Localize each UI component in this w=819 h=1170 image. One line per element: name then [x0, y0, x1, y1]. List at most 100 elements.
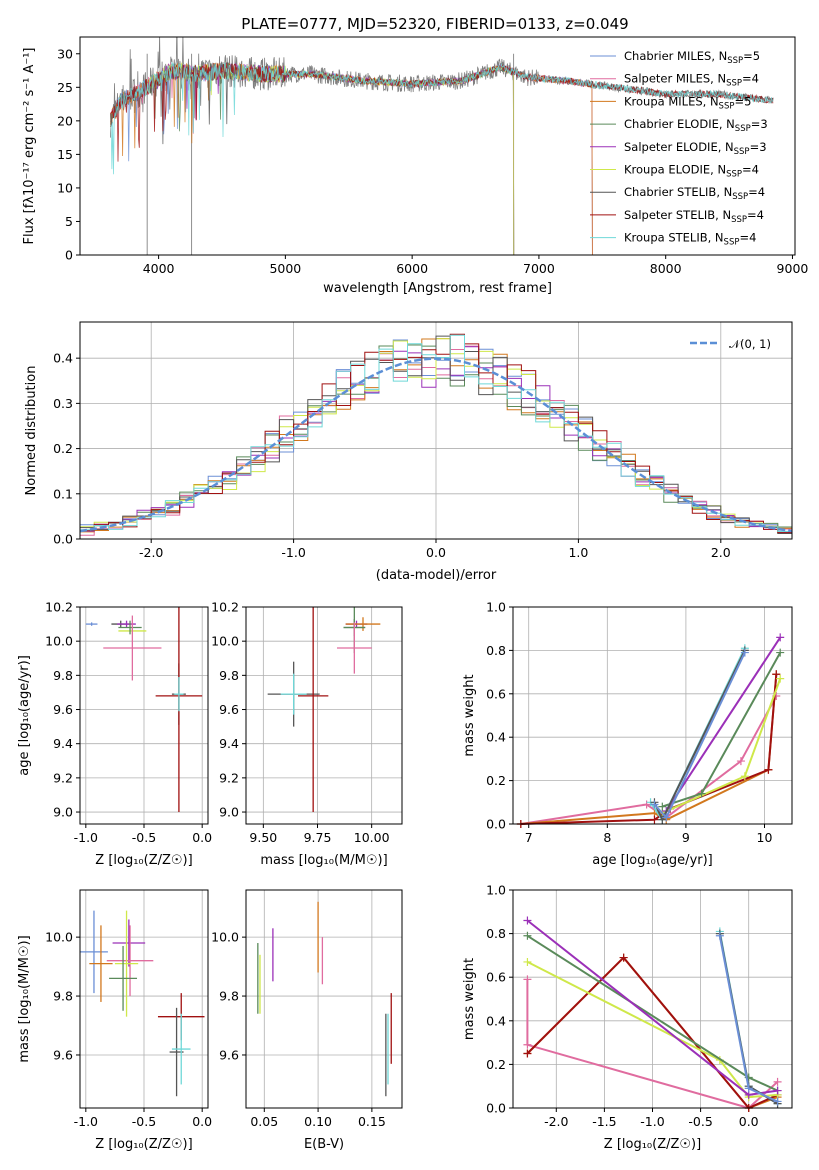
x-tick-label: 9000: [777, 261, 809, 276]
residual-legend: 𝒩(0, 1): [690, 337, 771, 351]
legend-label: Kroupa ELODIE, NSSP=4: [624, 163, 759, 180]
y-tick-label: 10.2: [45, 600, 73, 615]
y-tick-label: 9.0: [219, 805, 239, 820]
x-tick-label: 10.00: [354, 830, 390, 845]
legend-label: Chabrier STELIB, NSSP=4: [624, 185, 765, 202]
y-tick-label: 9.6: [219, 1047, 239, 1062]
mass-weight-marker: [744, 1084, 753, 1093]
y-tick-label: 0.6: [486, 686, 506, 701]
mass-weight-marker: [523, 975, 532, 984]
x-axis-label: Z [log₁₀(Z/Z☉)]: [604, 1137, 701, 1152]
x-tick-label: 6000: [396, 261, 428, 276]
axes-age-vs-z: -1.0 -0.5 0.0 9.0 9.2 9.4 9.6 9.8 10.0 10.2: [45, 600, 212, 846]
axes-mass-vs-ebv: 0.05 0.10 0.15 9.6 9.8 10.0: [211, 890, 402, 1129]
residual-histograms: [80, 333, 792, 536]
x-tick-label: 0.0: [192, 830, 212, 845]
mass-weight-marker: [740, 772, 749, 781]
spectrum-legend: Chabrier MILES, NSSP=5 Salpeter MILES, NS…: [590, 49, 768, 248]
y-tick-label: 0.4: [486, 730, 506, 745]
x-tick-label: -1.0: [281, 545, 305, 560]
spectrum-model-line: [145, 61, 515, 255]
legend-label: Kroupa MILES, NSSP=5: [624, 94, 751, 111]
grid-age-vs-z: [80, 606, 208, 824]
y-tick-label: 9.2: [53, 770, 73, 785]
mass-weight-marker: [773, 1097, 782, 1106]
lines-massweight-vs-z: [523, 916, 782, 1112]
y-tick-label: 10.0: [45, 634, 73, 649]
y-tick-label: 1.0: [486, 600, 506, 615]
mass-weight-marker: [776, 648, 785, 657]
mass-weight-marker: [619, 953, 628, 962]
y-tick-label: 10.0: [211, 634, 239, 649]
y-tick-label: 9.8: [53, 668, 73, 683]
x-tick-label: 5000: [269, 261, 301, 276]
y-tick-label: 0.2: [486, 773, 506, 788]
axes-frame-mass-vs-ebv: [245, 889, 403, 1109]
y-axis-label: mass weight: [462, 958, 477, 1040]
y-tick-label: 10: [57, 180, 73, 195]
y-axis-label: Flux [fλ10⁻¹⁷ erg cm⁻² s⁻¹ A⁻¹]: [22, 48, 37, 245]
legend-label: 𝒩(0, 1): [729, 337, 771, 351]
x-tick-label: -0.5: [688, 1114, 712, 1129]
x-tick-label: 0.0: [426, 545, 446, 560]
y-axis-label: Normed distribution: [24, 366, 39, 496]
x-axis-label: mass [log₁₀(M/M☉)]: [260, 853, 387, 868]
x-tick-label: 9: [682, 830, 690, 845]
legend-label: Chabrier ELODIE, NSSP=3: [624, 117, 768, 134]
y-axis-label: mass [log₁₀(M/M☉)]: [17, 935, 32, 1062]
y-tick-label: 9.0: [53, 805, 73, 820]
y-tick-label: 0.8: [486, 643, 506, 658]
spectrum-model-line: [110, 61, 774, 175]
x-tick-label: -0.5: [132, 830, 156, 845]
mass-weight-marker: [523, 916, 532, 925]
legend-label: Chabrier MILES, NSSP=5: [624, 49, 760, 66]
y-tick-label: 10.0: [211, 930, 239, 945]
points-age-vs-z: [85, 607, 203, 813]
y-tick-label: 10.0: [45, 930, 73, 945]
mass-weight-marker: [662, 813, 671, 822]
x-tick-label: -1.0: [640, 1114, 664, 1129]
y-tick-label: 0.4: [53, 351, 73, 366]
y-tick-label: 0.2: [486, 1057, 506, 1072]
x-tick-label: 7: [525, 830, 533, 845]
mass-weight-marker: [650, 815, 659, 824]
x-axis-label: (data-model)/error: [376, 568, 497, 583]
spectrum-lines: [110, 37, 774, 255]
x-tick-label: -2.0: [139, 545, 163, 560]
axes-age-vs-mass: 9.50 9.75 10.00 9.0 9.2 9.4 9.6 9.8 10.0 10.2: [211, 600, 402, 845]
y-tick-label: 0.2: [53, 441, 73, 456]
y-tick-label: 10.2: [211, 600, 239, 615]
mass-weight-marker: [650, 800, 659, 809]
mass-weight-marker: [658, 802, 667, 811]
y-tick-label: 9.8: [219, 668, 239, 683]
y-tick-label: 5: [65, 214, 73, 229]
x-tick-label: 0.0: [739, 1114, 759, 1129]
axes-frame-spectrum: [79, 36, 796, 256]
x-tick-label: 0.15: [358, 1114, 386, 1129]
mass-weight-marker: [772, 670, 781, 679]
y-tick-label: 0.0: [486, 1101, 506, 1116]
x-tick-label: 0.0: [192, 1114, 212, 1129]
residual-histogram-step: [80, 333, 792, 534]
points-mass-vs-ebv: [257, 901, 392, 1097]
mass-weight-marker: [523, 1040, 532, 1049]
x-axis-label: wavelength [Angstrom, rest frame]: [323, 281, 552, 296]
y-tick-label: 0: [65, 248, 73, 263]
axes-frame-residuals: [79, 321, 793, 540]
y-axis-label: mass weight: [462, 674, 477, 756]
y-tick-label: 9.8: [219, 989, 239, 1004]
legend-label: Salpeter ELODIE, NSSP=3: [624, 140, 767, 157]
axes-spectrum: 4000 5000 6000 7000 8000 9000 0 5 10 15 20 25 30: [57, 46, 808, 276]
y-tick-label: 0.3: [53, 396, 73, 411]
y-axis-label: age [log₁₀(age/yr)]: [17, 655, 32, 776]
legend-label: Kroupa STELIB, NSSP=4: [624, 231, 756, 248]
y-tick-label: 9.4: [219, 736, 239, 751]
y-tick-label: 0.6: [486, 970, 506, 985]
lines-massweight-vs-age: [516, 633, 785, 828]
x-tick-label: 7000: [523, 261, 555, 276]
y-tick-label: 9.6: [53, 1047, 73, 1062]
grid-massweight-vs-age: [513, 606, 792, 825]
axes-frame-massweight-vs-age: [512, 606, 793, 825]
y-tick-label: 1.0: [486, 883, 506, 898]
